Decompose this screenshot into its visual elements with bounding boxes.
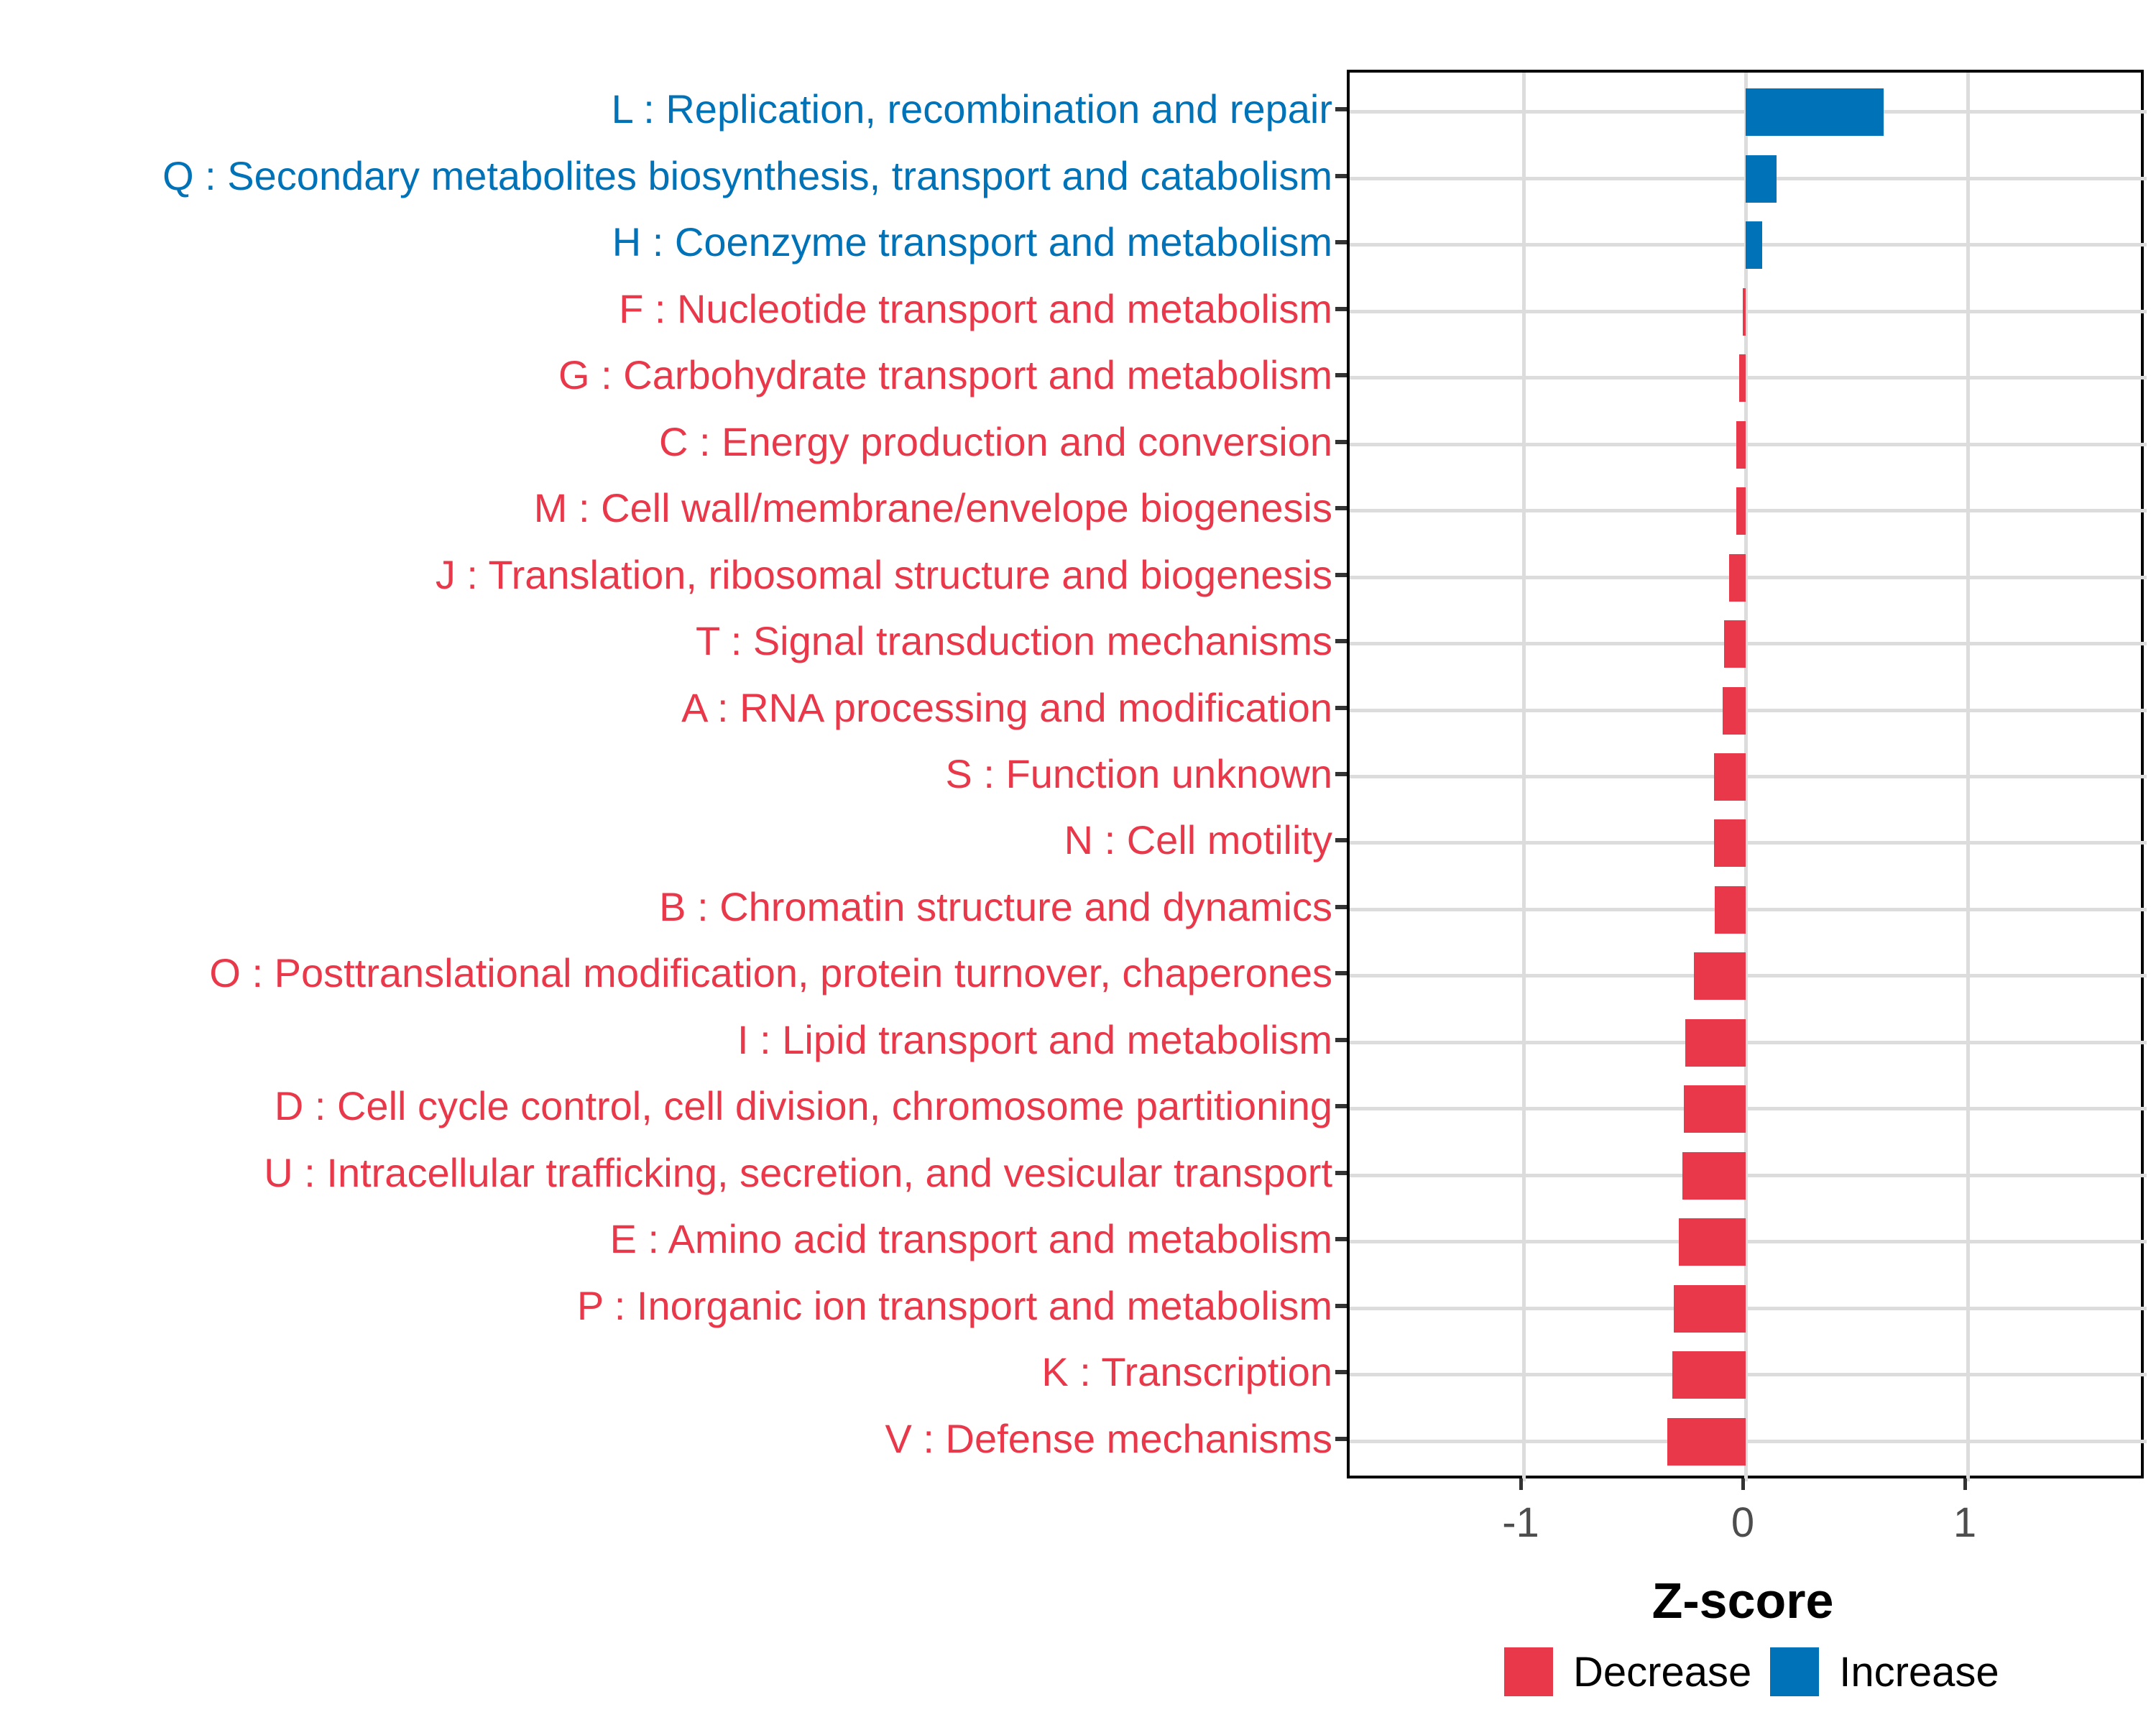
y-tick-mark: [1335, 971, 1347, 976]
legend-item-increase: Increase: [1770, 1647, 1999, 1696]
plot-panel: [1347, 70, 2147, 1481]
bar-I: [1685, 1018, 1746, 1067]
y-tick-mark: [1335, 1436, 1347, 1441]
legend-label-decrease: Decrease: [1573, 1648, 1752, 1696]
category-label-C: C : Energy production and conversion: [659, 418, 1332, 464]
category-label-U: U : Intracellular trafficking, secretion…: [264, 1149, 1332, 1195]
legend-label-increase: Increase: [1839, 1648, 1999, 1696]
x-tick-mark: [1963, 1478, 1967, 1490]
bar-J: [1729, 553, 1746, 602]
bar-O: [1694, 952, 1746, 1000]
y-gridline-A: [1350, 708, 2147, 712]
category-label-I: I : Lipid transport and metabolism: [737, 1016, 1332, 1062]
y-tick-mark: [1335, 705, 1347, 710]
y-tick-mark: [1335, 506, 1347, 511]
y-tick-mark: [1335, 1037, 1347, 1042]
category-label-H: H : Coenzyme transport and metabolism: [612, 219, 1332, 265]
bar-V: [1667, 1417, 1746, 1466]
y-gridline-T: [1350, 642, 2147, 646]
y-gridline-F: [1350, 309, 2147, 313]
y-tick-mark: [1335, 572, 1347, 577]
category-label-P: P : Inorganic ion transport and metaboli…: [576, 1282, 1332, 1328]
bar-P: [1673, 1284, 1746, 1333]
bar-C: [1736, 420, 1746, 469]
bar-T: [1724, 620, 1746, 668]
category-label-N: N : Cell motility: [1064, 817, 1332, 863]
y-tick-mark: [1335, 240, 1347, 245]
y-gridline-I: [1350, 1040, 2147, 1044]
y-gridline-K: [1350, 1373, 2147, 1377]
legend: Decrease Increase: [1504, 1647, 1999, 1696]
category-label-D: D : Cell cycle control, cell division, c…: [274, 1083, 1332, 1129]
y-tick-mark: [1335, 107, 1347, 112]
y-tick-mark: [1335, 439, 1347, 444]
y-gridline-C: [1350, 442, 2147, 446]
bar-E: [1678, 1218, 1746, 1266]
y-gridline-V: [1350, 1439, 2147, 1443]
y-gridline-D: [1350, 1107, 2147, 1111]
bar-G: [1738, 354, 1746, 402]
category-label-E: E : Amino acid transport and metabolism: [609, 1216, 1332, 1262]
x-axis-title: Z-score: [1651, 1573, 1834, 1629]
category-label-M: M : Cell wall/membrane/envelope biogenes…: [533, 485, 1332, 531]
x-tick-mark: [1519, 1478, 1523, 1490]
bar-Q: [1746, 155, 1777, 203]
y-tick-mark: [1335, 1237, 1347, 1242]
category-label-V: V : Defense mechanisms: [885, 1415, 1332, 1461]
y-tick-mark: [1335, 1303, 1347, 1308]
y-gridline-O: [1350, 974, 2147, 978]
bar-S: [1713, 753, 1746, 801]
category-label-T: T : Signal transduction mechanisms: [695, 618, 1332, 664]
y-tick-mark: [1335, 1170, 1347, 1175]
category-label-B: B : Chromatin structure and dynamics: [659, 883, 1332, 929]
category-label-G: G : Carbohydrate transport and metabolis…: [558, 352, 1332, 398]
category-label-Q: Q : Secondary metabolites biosynthesis, …: [162, 152, 1332, 198]
y-gridline-E: [1350, 1240, 2147, 1244]
bar-H: [1746, 221, 1762, 270]
bar-N: [1714, 819, 1746, 868]
y-gridline-J: [1350, 575, 2147, 579]
bar-F: [1743, 288, 1746, 336]
x-tick-mark: [1741, 1478, 1745, 1490]
category-label-F: F : Nucleotide transport and metabolism: [619, 285, 1332, 331]
legend-swatch-increase: [1770, 1647, 1820, 1696]
category-label-K: K : Transcription: [1041, 1349, 1332, 1395]
bar-M: [1736, 487, 1746, 535]
legend-swatch-decrease: [1504, 1647, 1553, 1696]
y-gridline-M: [1350, 509, 2147, 513]
y-tick-mark: [1335, 1104, 1347, 1109]
x-tick-label: -1: [1502, 1499, 1539, 1546]
y-gridline-P: [1350, 1306, 2147, 1310]
y-tick-mark: [1335, 838, 1347, 843]
bar-K: [1672, 1351, 1746, 1399]
y-gridline-U: [1350, 1173, 2147, 1177]
bar-B: [1714, 886, 1746, 934]
category-label-L: L : Replication, recombination and repai…: [611, 86, 1332, 132]
y-tick-mark: [1335, 904, 1347, 909]
bar-A: [1723, 686, 1746, 735]
category-label-O: O : Posttranslational modification, prot…: [209, 950, 1332, 996]
y-tick-mark: [1335, 1370, 1347, 1375]
category-label-S: S : Function unknown: [945, 751, 1332, 796]
x-tick-label: 1: [1953, 1499, 1977, 1546]
bar-U: [1682, 1151, 1746, 1200]
y-tick-mark: [1335, 173, 1347, 178]
y-tick-mark: [1335, 373, 1347, 378]
legend-item-decrease: Decrease: [1504, 1647, 1751, 1696]
category-label-A: A : RNA processing and modification: [681, 684, 1332, 730]
y-tick-mark: [1335, 639, 1347, 644]
bar-D: [1684, 1085, 1746, 1133]
y-gridline-S: [1350, 775, 2147, 778]
y-gridline-N: [1350, 841, 2147, 845]
y-gridline-G: [1350, 376, 2147, 380]
y-tick-mark: [1335, 306, 1347, 311]
y-gridline-B: [1350, 907, 2147, 911]
category-label-J: J : Translation, ribosomal structure and…: [435, 551, 1332, 597]
x-tick-label: 0: [1731, 1499, 1755, 1546]
bar-L: [1746, 88, 1884, 137]
y-tick-mark: [1335, 772, 1347, 776]
